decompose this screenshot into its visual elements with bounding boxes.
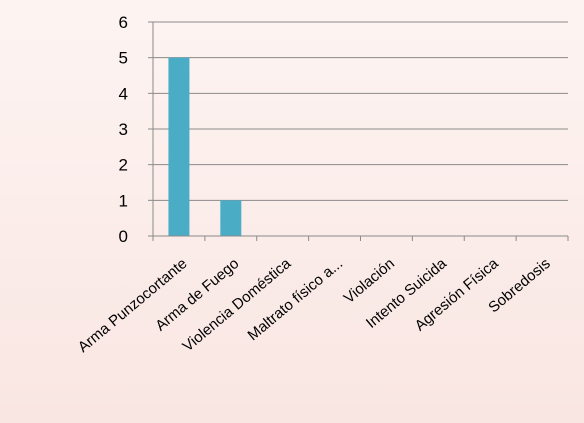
y-tick-label: 3 — [119, 120, 128, 139]
y-tick-label: 2 — [119, 156, 128, 175]
y-tick-label: 6 — [119, 13, 128, 32]
gridlines — [153, 21, 568, 201]
bar — [168, 57, 190, 236]
y-tick-label: 0 — [119, 227, 128, 246]
y-tick-label: 5 — [119, 49, 128, 68]
x-tick-label: Maltrato físico a... — [245, 255, 347, 344]
y-tick-label: 1 — [119, 191, 128, 210]
y-tick-labels: 0 1 2 3 4 5 6 — [119, 13, 128, 246]
axes — [148, 21, 569, 241]
bar — [220, 200, 242, 236]
y-tick-label: 4 — [119, 84, 128, 103]
bars — [168, 57, 242, 236]
